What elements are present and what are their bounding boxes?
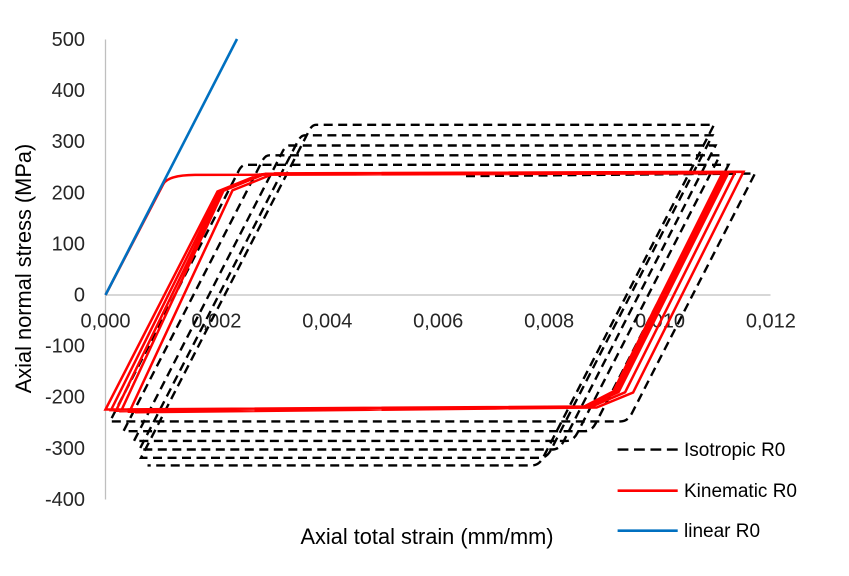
svg-text:500: 500 bbox=[52, 29, 85, 51]
svg-text:0,000: 0,000 bbox=[80, 311, 130, 333]
svg-text:100: 100 bbox=[52, 233, 85, 255]
svg-text:300: 300 bbox=[52, 131, 85, 153]
svg-text:0,004: 0,004 bbox=[302, 311, 352, 333]
svg-text:Axial normal stress (MPa): Axial normal stress (MPa) bbox=[11, 144, 36, 394]
svg-text:0,008: 0,008 bbox=[524, 311, 574, 333]
svg-text:-100: -100 bbox=[45, 336, 85, 358]
svg-text:0,012: 0,012 bbox=[746, 311, 796, 333]
svg-text:0,006: 0,006 bbox=[413, 311, 463, 333]
svg-text:-200: -200 bbox=[45, 387, 85, 409]
svg-text:-300: -300 bbox=[45, 438, 85, 460]
svg-text:Kinematic R0: Kinematic R0 bbox=[684, 481, 797, 502]
svg-text:400: 400 bbox=[52, 80, 85, 102]
svg-text:0: 0 bbox=[74, 285, 85, 307]
svg-text:Isotropic R0: Isotropic R0 bbox=[684, 440, 785, 461]
svg-text:linear R0: linear R0 bbox=[684, 521, 760, 542]
svg-text:Axial total strain (mm/mm): Axial total strain (mm/mm) bbox=[300, 524, 553, 549]
svg-text:-400: -400 bbox=[45, 489, 85, 511]
svg-text:0,002: 0,002 bbox=[191, 311, 241, 333]
svg-text:200: 200 bbox=[52, 182, 85, 204]
